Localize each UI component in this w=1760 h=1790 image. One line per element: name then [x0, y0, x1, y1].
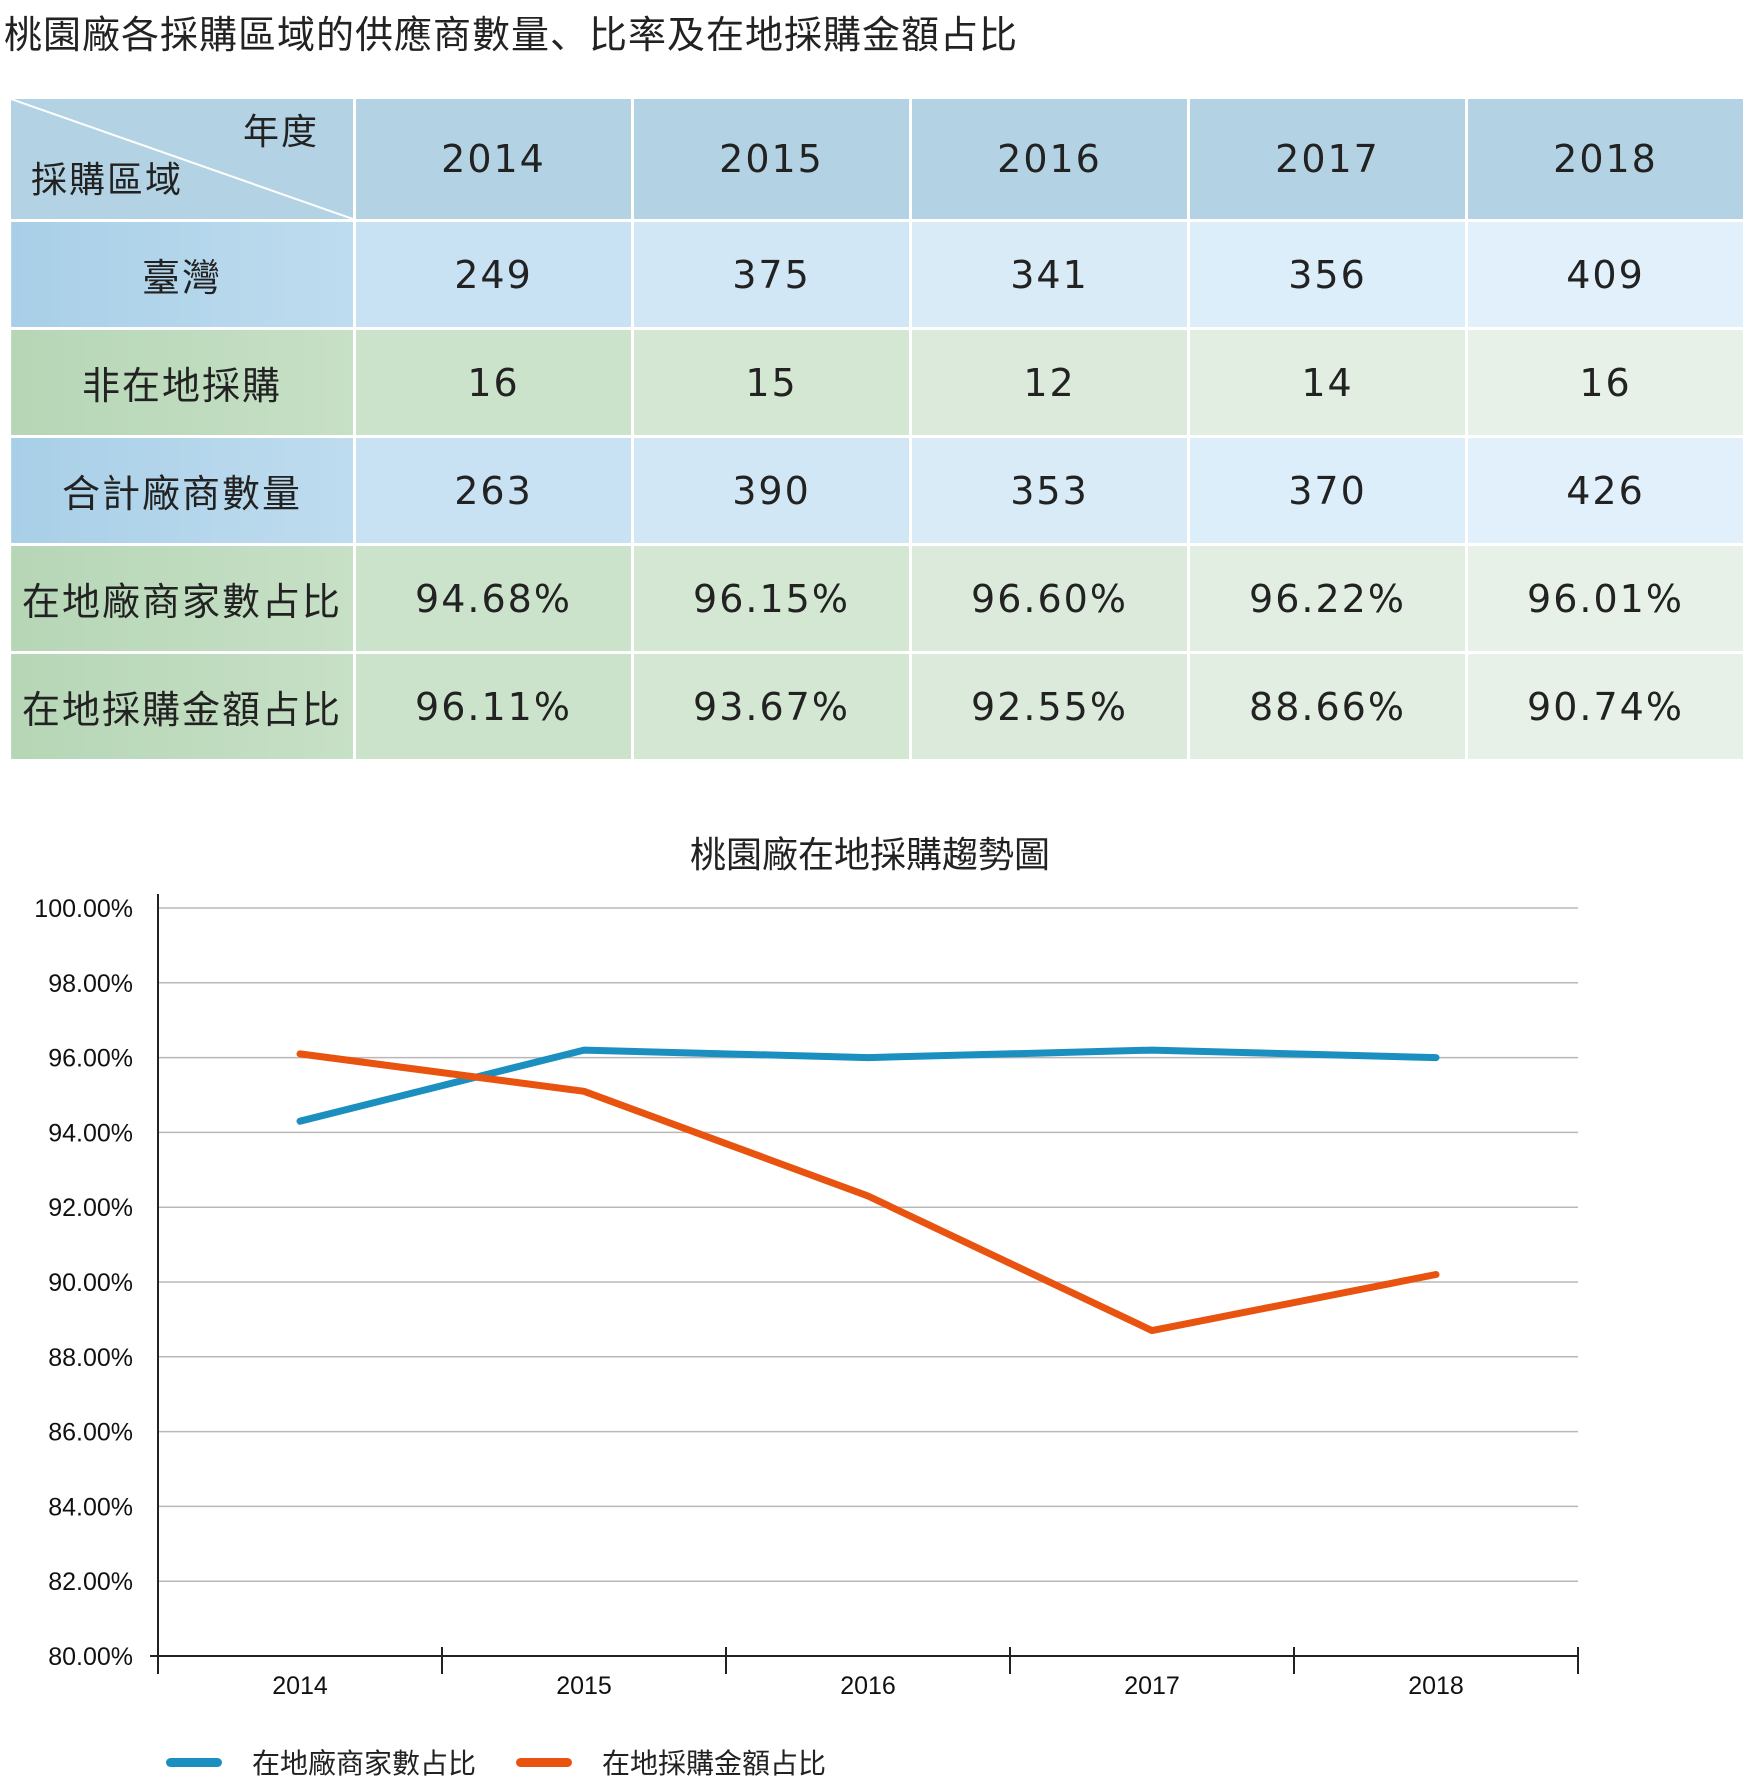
- year-header: 2016: [909, 96, 1190, 222]
- row-label: 合計廠商數量: [8, 435, 356, 546]
- table-cell: 96.60%: [909, 543, 1190, 654]
- y-tick-label: 94.00%: [48, 1119, 133, 1147]
- legend-label: 在地採購金額占比: [602, 1747, 827, 1780]
- y-tick-label: 84.00%: [48, 1493, 133, 1521]
- y-tick-label: 90.00%: [48, 1269, 133, 1297]
- chart-legend: 在地廠商家數占比 在地採購金額占比: [166, 1742, 866, 1782]
- x-tick-label: 2017: [1124, 1672, 1180, 1700]
- year-header: 2018: [1465, 96, 1746, 222]
- table-cell: 263: [353, 435, 634, 546]
- legend-swatch: [166, 1757, 222, 1767]
- table-row: 在地採購金額占比 96.11% 93.67% 92.55% 88.66% 90.…: [8, 651, 1746, 762]
- legend-label: 在地廠商家數占比: [252, 1747, 477, 1780]
- table-row: 臺灣 249 375 341 356 409: [8, 219, 1746, 330]
- legend-item: 在地採購金額占比: [516, 1742, 826, 1782]
- supplier-table: 年度 採購區域 2014 2015 2016 2017 2018 臺灣 249 …: [8, 96, 1746, 762]
- table-cell: 409: [1465, 219, 1746, 330]
- series-line-1: [296, 1046, 1440, 1125]
- x-tick-label: 2014: [272, 1672, 328, 1700]
- line-chart: 100.00% 98.00% 96.00% 94.00% 92.00% 90.00% 88.…: [34, 894, 1579, 1700]
- table-cell: 375: [631, 219, 912, 330]
- table-cell: 96.22%: [1187, 543, 1468, 654]
- table-cell: 16: [353, 327, 634, 438]
- year-header: 2014: [353, 96, 634, 222]
- row-label: 在地採購金額占比: [8, 651, 356, 762]
- row-label: 非在地採購: [8, 327, 356, 438]
- table-row: 非在地採購 16 15 12 14 16: [8, 327, 1746, 438]
- table-row: 合計廠商數量 263 390 353 370 426: [8, 435, 1746, 546]
- table-cell: 94.68%: [353, 543, 634, 654]
- x-tick-label: 2018: [1408, 1672, 1464, 1700]
- table-cell: 390: [631, 435, 912, 546]
- table-cell: 93.67%: [631, 651, 912, 762]
- table-cell: 12: [909, 327, 1190, 438]
- table-cell: 14: [1187, 327, 1468, 438]
- row-label: 臺灣: [8, 219, 356, 330]
- table-corner-cell: 年度 採購區域: [8, 96, 356, 222]
- table-cell: 88.66%: [1187, 651, 1468, 762]
- table-cell: 249: [353, 219, 634, 330]
- x-tick-label: 2016: [840, 1672, 896, 1700]
- series-line-2: [296, 1050, 1440, 1335]
- row-label: 在地廠商家數占比: [8, 543, 356, 654]
- corner-diagonal-line: [11, 99, 353, 219]
- y-tick-label: 92.00%: [48, 1194, 133, 1222]
- table-cell: 15: [631, 327, 912, 438]
- table-cell: 16: [1465, 327, 1746, 438]
- y-tick-label: 80.00%: [48, 1643, 133, 1671]
- x-tick-label: 2015: [556, 1672, 612, 1700]
- table-cell: 353: [909, 435, 1190, 546]
- y-tick-label: 88.00%: [48, 1344, 133, 1372]
- table-cell: 356: [1187, 219, 1468, 330]
- table-cell: 92.55%: [909, 651, 1190, 762]
- table-cell: 96.01%: [1465, 543, 1746, 654]
- table-cell: 426: [1465, 435, 1746, 546]
- legend-swatch: [516, 1757, 573, 1767]
- page-title: 桃園廠各採購區域的供應商數量、比率及在地採購金額占比: [4, 13, 1019, 57]
- table-cell: 90.74%: [1465, 651, 1746, 762]
- y-tick-label: 86.00%: [48, 1419, 133, 1447]
- year-header: 2015: [631, 96, 912, 222]
- y-tick-label: 98.00%: [48, 970, 133, 998]
- table-header-row: 年度 採購區域 2014 2015 2016 2017 2018: [8, 96, 1746, 222]
- table-row: 在地廠商家數占比 94.68% 96.15% 96.60% 96.22% 96.…: [8, 543, 1746, 654]
- y-tick-label: 100.00%: [34, 895, 133, 923]
- year-header: 2017: [1187, 96, 1468, 222]
- corner-year-label: 年度: [242, 112, 319, 153]
- table-cell: 96.11%: [353, 651, 634, 762]
- chart-title: 桃園廠在地採購趨勢圖: [689, 835, 1050, 876]
- corner-area-label: 採購區域: [31, 160, 184, 201]
- table-cell: 341: [909, 219, 1190, 330]
- legend-item: 在地廠商家數占比: [166, 1742, 476, 1782]
- y-tick-label: 96.00%: [48, 1045, 133, 1073]
- table-cell: 96.15%: [631, 543, 912, 654]
- table-cell: 370: [1187, 435, 1468, 546]
- y-tick-label: 82.00%: [48, 1568, 133, 1596]
